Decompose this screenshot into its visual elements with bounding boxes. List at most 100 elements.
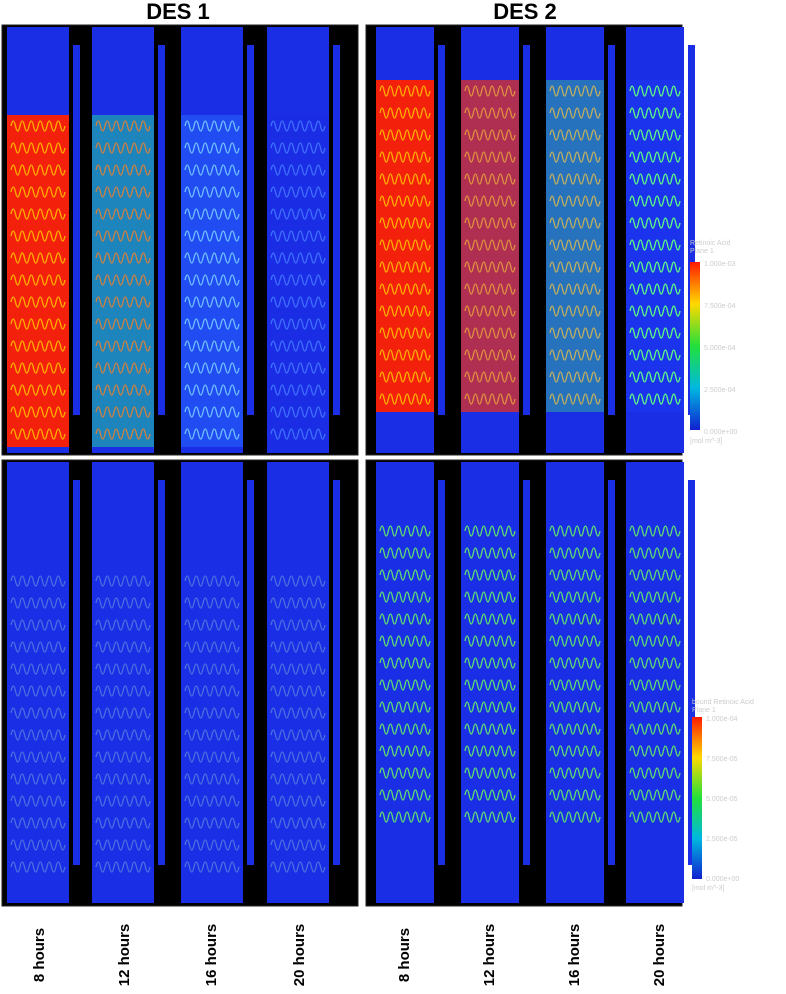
- stent-strut: [549, 327, 601, 339]
- stent-strut: [270, 406, 326, 418]
- stent-strut: [10, 773, 66, 785]
- stent-strut: [270, 839, 326, 851]
- vessel: [92, 462, 154, 903]
- stent-strut: [95, 384, 151, 396]
- colorbar-label: 2.500e-05: [706, 836, 738, 843]
- stent-strut: [379, 613, 431, 625]
- stent-strut: [95, 296, 151, 308]
- stent-strut: [549, 239, 601, 251]
- colorbar-label: 5.000e-05: [706, 796, 738, 803]
- stent-strut: [629, 657, 681, 669]
- stent-strut: [629, 613, 681, 625]
- vessel-wall: [438, 480, 445, 865]
- time-label: 8 hours: [396, 928, 413, 982]
- colorbar-subtitle: Plane 1: [692, 707, 716, 714]
- stent-strut: [464, 547, 516, 559]
- stent-strut: [549, 129, 601, 141]
- vessel-wall: [608, 45, 615, 415]
- stent-strut: [629, 679, 681, 691]
- stent-strut: [464, 107, 516, 119]
- stent-strut: [184, 252, 240, 264]
- stent-strut: [270, 751, 326, 763]
- stent-strut: [184, 685, 240, 697]
- vessel-wall: [523, 45, 530, 415]
- stent-strut: [629, 371, 681, 383]
- stent-strut: [549, 723, 601, 735]
- vessel-wall: [158, 45, 165, 415]
- stent-strut: [95, 164, 151, 176]
- stent-strut: [270, 773, 326, 785]
- stent-strut: [95, 685, 151, 697]
- stent-strut: [464, 525, 516, 537]
- stent-strut: [270, 795, 326, 807]
- stent-strut: [10, 729, 66, 741]
- stent-strut: [629, 723, 681, 735]
- stent-strut: [549, 349, 601, 361]
- stent-strut: [629, 745, 681, 757]
- stent-strut: [379, 811, 431, 823]
- stent-strut: [184, 707, 240, 719]
- stent-strut: [379, 85, 431, 97]
- stent-strut: [464, 767, 516, 779]
- stent-strut: [629, 547, 681, 559]
- stent-strut: [184, 296, 240, 308]
- stent-strut: [379, 393, 431, 405]
- stent-strut: [549, 569, 601, 581]
- stent-strut: [270, 230, 326, 242]
- stent-strut: [379, 767, 431, 779]
- stent-strut: [270, 186, 326, 198]
- stent-strut: [464, 789, 516, 801]
- stent-strut: [184, 230, 240, 242]
- colorbar-label: 5.000e-04: [704, 345, 736, 352]
- stent-strut: [270, 641, 326, 653]
- stent-strut: [379, 547, 431, 559]
- stent-strut: [184, 318, 240, 330]
- stent-strut: [95, 641, 151, 653]
- stent-strut: [549, 393, 601, 405]
- stent-strut: [95, 142, 151, 154]
- stent-strut: [629, 327, 681, 339]
- stent-strut: [184, 164, 240, 176]
- colorbar-label: 2.500e-04: [704, 387, 736, 394]
- stent-strut: [270, 861, 326, 873]
- stent-strut: [95, 318, 151, 330]
- stent-strut: [184, 751, 240, 763]
- stent-strut: [629, 283, 681, 295]
- stent-strut: [549, 525, 601, 537]
- stent-strut: [629, 239, 681, 251]
- stent-strut: [10, 120, 66, 132]
- colorbar: Retinoic Acid Plane 1 [mol m^-3]: [690, 240, 731, 445]
- stent-strut: [379, 151, 431, 163]
- stent-strut: [464, 811, 516, 823]
- colorbar-title: bound Retinoic Acid: [692, 699, 754, 706]
- time-label: 20 hours: [291, 924, 308, 987]
- stent-strut: [184, 120, 240, 132]
- stent-strut: [464, 239, 516, 251]
- stent-strut: [270, 575, 326, 587]
- stent-strut: [95, 839, 151, 851]
- stent-strut: [549, 657, 601, 669]
- stent-strut: [10, 340, 66, 352]
- stent-strut: [184, 641, 240, 653]
- stent-strut: [95, 597, 151, 609]
- stent-strut: [549, 635, 601, 647]
- stent-strut: [549, 173, 601, 185]
- time-label: 8 hours: [31, 928, 48, 982]
- stent-strut: [379, 217, 431, 229]
- stent-strut: [95, 252, 151, 264]
- vessel-wall: [688, 45, 695, 415]
- stent-strut: [629, 811, 681, 823]
- stent-strut: [629, 151, 681, 163]
- colorbar-labels: 1.000e-03 7.500e-04 5.000e-04 2.500e-04 0.00…: [704, 261, 739, 883]
- vessel-wall: [438, 45, 445, 415]
- vessel-wall: [688, 480, 695, 865]
- stent-strut: [379, 371, 431, 383]
- stent-strut: [184, 861, 240, 873]
- stent-strut: [379, 261, 431, 273]
- stent-strut: [184, 575, 240, 587]
- stent-strut: [270, 384, 326, 396]
- vessel-wall: [158, 480, 165, 865]
- stent-strut: [379, 635, 431, 647]
- stent-strut: [379, 745, 431, 757]
